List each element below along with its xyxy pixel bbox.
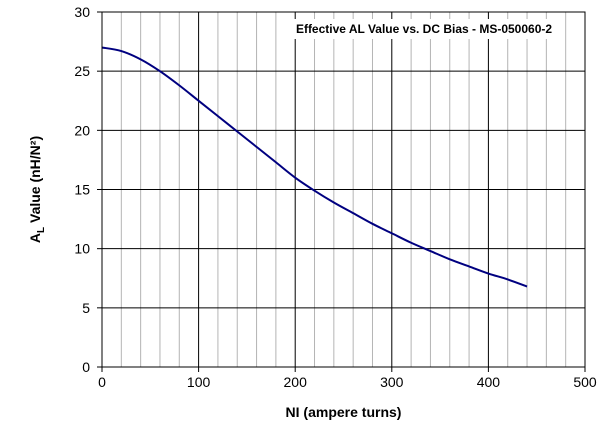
chart-title: Effective AL Value vs. DC Bias - MS-0500… xyxy=(296,22,552,36)
y-tick-label: 25 xyxy=(74,63,90,79)
y-tick-label: 15 xyxy=(74,182,90,198)
x-tick-label: 0 xyxy=(98,374,106,390)
x-tick-label: 400 xyxy=(477,374,501,390)
y-axis-title-rest: Value (nH/N²) xyxy=(27,136,43,227)
chart-title-box: Effective AL Value vs. DC Bias - MS-0500… xyxy=(289,19,559,39)
y-axis-title: AL Value (nH/N²) xyxy=(27,136,47,243)
x-tick-label: 300 xyxy=(380,374,404,390)
x-axis-title: NI (ampere turns) xyxy=(286,404,402,420)
series-line xyxy=(101,46,528,288)
y-axis-title-main: A xyxy=(27,233,43,243)
x-tick-label: 200 xyxy=(284,374,308,390)
y-tick-label: 0 xyxy=(82,359,90,375)
y-tick-labels: 0 5 10 15 20 25 30 xyxy=(74,4,102,375)
y-tick-label: 30 xyxy=(74,4,90,20)
x-tick-label: 500 xyxy=(573,374,597,390)
chart-title-background xyxy=(289,19,559,39)
y-axis-title-subscript: L xyxy=(36,227,47,233)
y-tick-label: 20 xyxy=(74,122,90,138)
y-tick-label: 10 xyxy=(74,241,90,257)
x-tick-labels: 0 100 200 300 400 500 xyxy=(98,367,597,390)
x-tick-label: 100 xyxy=(187,374,211,390)
series-layer xyxy=(101,46,528,288)
y-tick-label: 5 xyxy=(82,300,90,316)
